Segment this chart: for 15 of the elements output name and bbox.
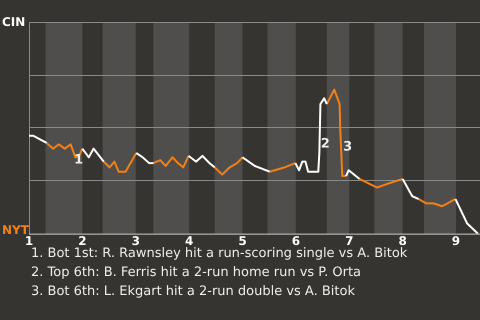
annotation: 3 <box>343 140 352 155</box>
annotation: 2 <box>320 136 330 152</box>
x-tick-label: 4 <box>184 234 194 248</box>
x-tick-label: 6 <box>292 234 300 248</box>
x-tick-label: 7 <box>345 234 354 248</box>
annotation: 1 <box>74 152 84 168</box>
x-tick-label: 3 <box>132 234 140 248</box>
text: CIN <box>2 15 26 29</box>
x-tick-label: 8 <box>398 234 407 248</box>
text: 2. Top 6th: B. Ferris hit a 2-run home run vs P. Orta <box>31 264 362 282</box>
x-tick-label: 5 <box>238 234 247 248</box>
x-tick-label: 2 <box>78 234 87 248</box>
x-tick-label: 9 <box>452 234 460 248</box>
text: 3. Bot 6th: L. Ekgart hit a 2-run double vs A. Bitok <box>31 283 356 301</box>
text: 1. Bot 1st: R. Rawnsley hit a run-scoring single vs A. Bitok <box>31 246 408 263</box>
